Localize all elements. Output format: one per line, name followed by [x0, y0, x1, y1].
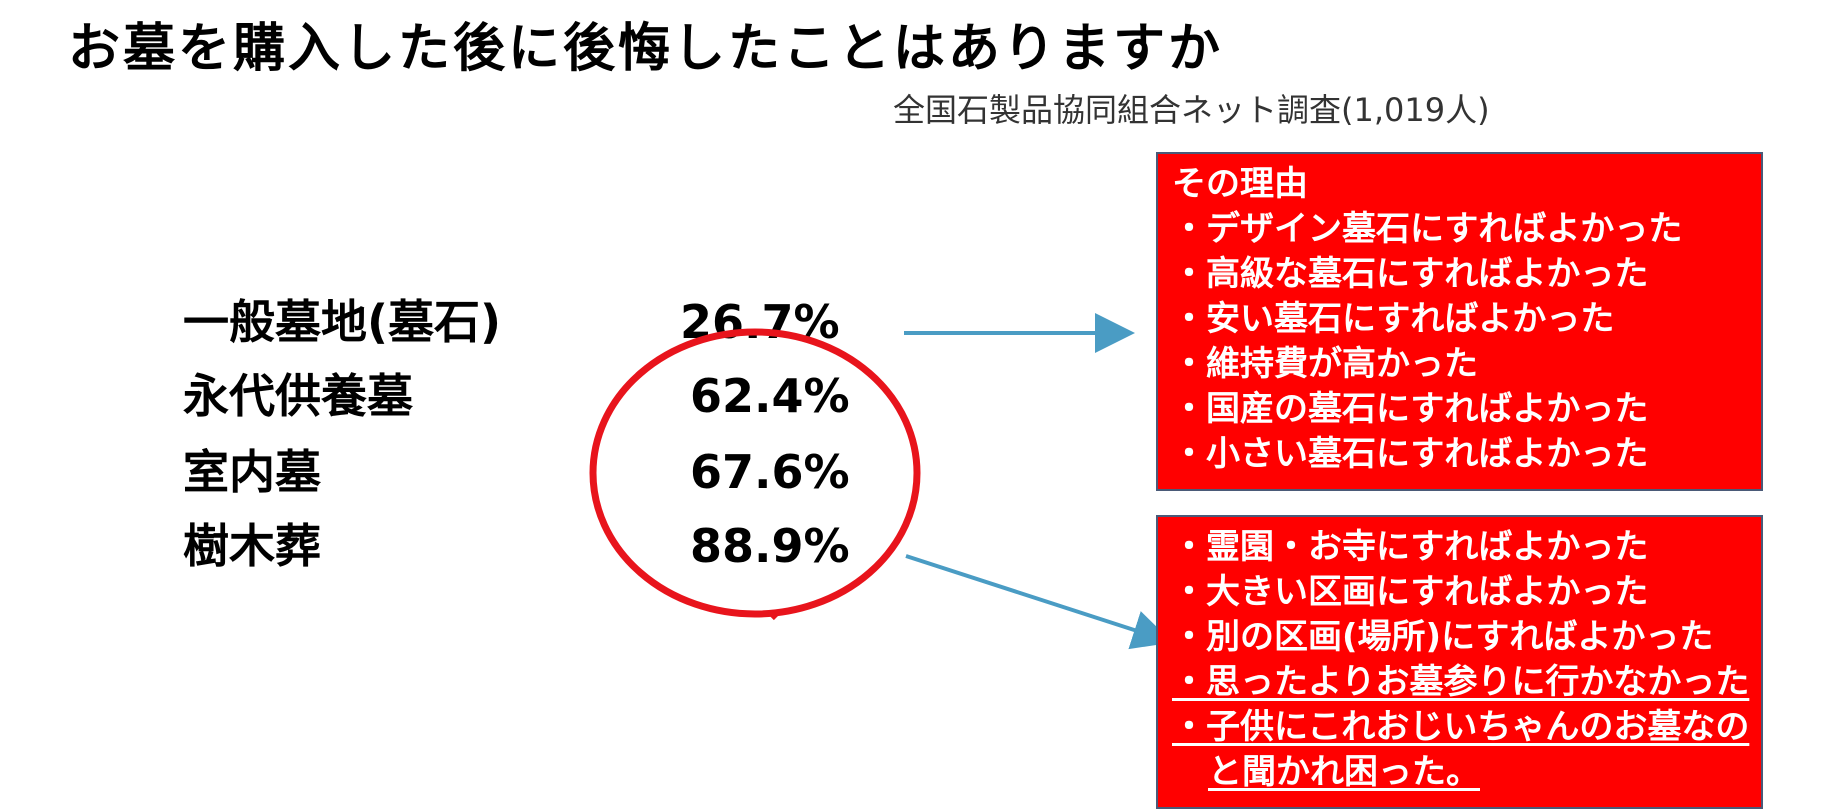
reason-item-emphasized: ・子供にこれおじいちゃんのお墓なの	[1172, 707, 1750, 747]
reasons-box-general: その理由 ・デザイン墓石にすればよかった ・高級な墓石にすればよかった ・安い墓…	[1156, 152, 1763, 491]
reason-item: ・国産の墓石にすればよかった	[1172, 389, 1649, 429]
highlight-ellipse	[589, 328, 921, 618]
ellipse-tail	[767, 609, 779, 621]
reasons-box-other: ・霊園・お寺にすればよかった ・大きい区画にすればよかった ・別の区画(場所)に…	[1156, 515, 1763, 809]
row-label-general-grave: 一般墓地(墓石)	[183, 295, 502, 349]
row-value-indoor-grave: 67.6%	[690, 445, 850, 499]
reason-item: ・デザイン墓石にすればよかった	[1172, 209, 1683, 249]
reason-item: ・霊園・お寺にすればよかった	[1172, 527, 1649, 567]
reason-item: ・別の区画(場所)にすればよかった	[1172, 617, 1714, 657]
reason-item-emphasized: ・思ったよりお墓参りに行かなかった	[1172, 662, 1750, 702]
arrow-other	[905, 554, 1173, 650]
survey-source: 全国石製品協同組合ネット調査(1,019人)	[893, 91, 1490, 129]
reason-item: ・安い墓石にすればよかった	[1172, 299, 1615, 339]
row-label-tree-burial: 樹木葬	[183, 519, 321, 573]
row-value-tree-burial: 88.9%	[690, 519, 850, 573]
page-title: お墓を購入した後に後悔したことはありますか	[68, 19, 1224, 79]
reason-item: ・大きい区画にすればよかった	[1172, 572, 1649, 612]
reason-item: ・小さい墓石にすればよかった	[1172, 434, 1649, 474]
row-label-indoor-grave: 室内墓	[183, 445, 321, 499]
reasons-heading: その理由	[1172, 164, 1308, 204]
reason-item: ・維持費が高かった	[1172, 344, 1478, 384]
row-value-eternal-memorial: 62.4%	[690, 369, 850, 423]
reason-item: ・高級な墓石にすればよかった	[1172, 254, 1649, 294]
reason-item-emphasized: と聞かれ困った。	[1208, 752, 1480, 792]
row-label-eternal-memorial: 永代供養墓	[183, 369, 413, 423]
